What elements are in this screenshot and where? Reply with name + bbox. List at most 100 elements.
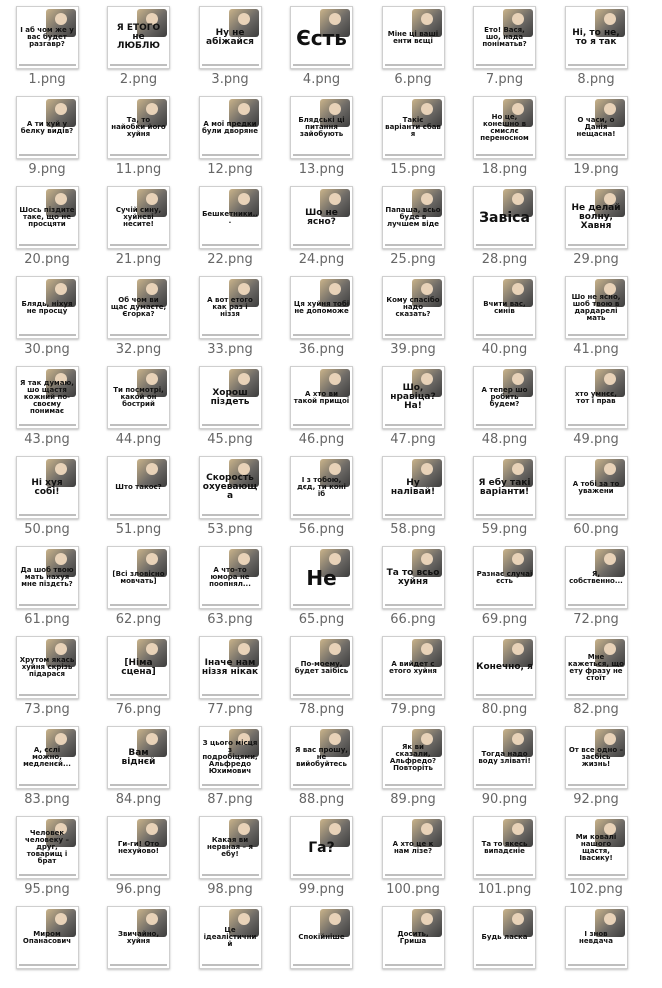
file-item[interactable]: Какая ви нервная – я ебу! 98.png	[190, 810, 270, 898]
file-thumbnail[interactable]: Ця хуйня тобі не допоможе	[290, 276, 353, 339]
file-item[interactable]: Мне кажеться, що ету фразу не стоїт 82.pn…	[556, 630, 636, 718]
file-item[interactable]: Што такоє? 51.png	[99, 450, 179, 538]
file-thumbnail[interactable]: Хрутом якась хуйня скрізь підарася	[15, 636, 79, 699]
file-item[interactable]: От все одно – заєбісь жизнь! 92.png	[556, 720, 636, 808]
file-thumbnail[interactable]: Мне кажеться, що ету фразу не стоїт	[564, 636, 628, 699]
file-item[interactable]: Ну налівай! 58.png	[373, 450, 453, 538]
file-thumbnail[interactable]: Бешкетники...	[198, 186, 262, 249]
file-thumbnail[interactable]: А хто це к нам лізе?	[381, 816, 445, 879]
file-thumbnail[interactable]: Я ебу такі варіанти!	[473, 456, 536, 519]
file-item[interactable]: Кому спасібо надо сказать? 39.png	[373, 270, 453, 358]
file-item[interactable]: Разнає случаї єсть 69.png	[465, 540, 545, 628]
file-item[interactable]: А вот етого как раз і ніззя 33.png	[190, 270, 270, 358]
file-thumbnail[interactable]: Ні, то не, то я так	[564, 6, 628, 69]
file-thumbnail[interactable]: Шо, нравіца? На!	[381, 366, 445, 429]
file-item[interactable]: Ця хуйня тобі не допоможе 36.png	[282, 270, 362, 358]
file-thumbnail[interactable]: Шось піздите таке, що не просцяти	[15, 186, 79, 249]
file-thumbnail[interactable]: Миром Опанасович	[15, 906, 79, 969]
file-item[interactable]: А ти хуй у белку видів? 9.png	[7, 90, 87, 178]
file-thumbnail[interactable]: Ні хуя собі!	[15, 456, 79, 519]
file-item[interactable]: хто умнєє, тот і прав 49.png	[556, 360, 636, 448]
file-item[interactable]: Я так думаю, шо щастя кожний по-своєму п…	[7, 360, 87, 448]
file-item[interactable]: Вам віднєй 84.png	[99, 720, 179, 808]
file-thumbnail[interactable]: Скорость охуевающа	[198, 456, 262, 519]
file-item[interactable]: Спокійніше	[282, 900, 362, 988]
file-thumbnail[interactable]: Ги-ги! Ото нехуйово!	[107, 816, 170, 879]
file-thumbnail[interactable]: Вам віднєй	[107, 726, 170, 789]
file-thumbnail[interactable]: І аб чом же у вас будет разгавр?	[15, 6, 79, 69]
file-thumbnail[interactable]: А вийдет с етого хуйня	[381, 636, 445, 699]
file-thumbnail[interactable]: Я, собственно...	[564, 546, 628, 609]
file-thumbnail[interactable]: Шо не ясно?	[290, 186, 353, 249]
file-item[interactable]: Ну не абіжайся 3.png	[190, 0, 270, 88]
file-item[interactable]: Скорость охуевающа 53.png	[190, 450, 270, 538]
file-item[interactable]: І з тобою, дєд, ти коні їб 56.png	[282, 450, 362, 538]
file-thumbnail[interactable]: Да шоб твою мать нахуя мне піздєть?	[15, 546, 79, 609]
file-thumbnail[interactable]: Сучій сину, хуйневі несите!	[107, 186, 170, 249]
file-item[interactable]: Ето! Вася, шо, нада поніматьв? 7.png	[465, 0, 545, 88]
file-thumbnail[interactable]: Разнає случаї єсть	[473, 546, 536, 609]
file-item[interactable]: Будь ласка	[465, 900, 545, 988]
file-item[interactable]: Бешкетники... 22.png	[190, 180, 270, 268]
file-thumbnail[interactable]: Такіє варіанти єбав я	[381, 96, 445, 159]
file-thumbnail[interactable]: Як ви сказали, Альфредо? Повторіть	[381, 726, 445, 789]
file-item[interactable]: Но це, конешно в смислє переносном 18.png	[465, 90, 545, 178]
file-thumbnail[interactable]: Тогда надо воду зліваті!	[473, 726, 536, 789]
file-thumbnail[interactable]: Ну не абіжайся	[198, 6, 262, 69]
file-item[interactable]: Іначе нам ніззя нікак 77.png	[190, 630, 270, 718]
file-thumbnail[interactable]: А хто ви такой прищої	[290, 366, 353, 429]
file-item[interactable]: [Всі зловісно мовчать] 62.png	[99, 540, 179, 628]
file-item[interactable]: Тогда надо воду зліваті! 90.png	[465, 720, 545, 808]
file-thumbnail[interactable]: Какая ви нервная – я ебу!	[198, 816, 262, 879]
file-item[interactable]: Ні, то не, то я так 8.png	[556, 0, 636, 88]
file-thumbnail[interactable]: А мої предки були дворяне	[198, 96, 262, 159]
file-thumbnail[interactable]: З цього місця з подробіцями, Альфредо Юх…	[198, 726, 262, 789]
file-item[interactable]: Хорош піздеть 45.png	[190, 360, 270, 448]
file-thumbnail[interactable]: Папаша, всьо буде в лучшем віде	[381, 186, 445, 249]
file-item[interactable]: Сучій сину, хуйневі несите! 21.png	[99, 180, 179, 268]
file-item[interactable]: Я ебу такі варіанти! 59.png	[465, 450, 545, 538]
file-item[interactable]: Та то якесь випадєніе 101.png	[465, 810, 545, 898]
file-item[interactable]: А что-то юмора не поопнял... 63.png	[190, 540, 270, 628]
file-item[interactable]: Єсть 4.png	[282, 0, 362, 88]
file-thumbnail[interactable]: А тобі за то уважени	[564, 456, 628, 519]
file-item[interactable]: Шось піздите таке, що не просцяти 20.png	[7, 180, 87, 268]
file-item[interactable]: Вчити вас, синів 40.png	[465, 270, 545, 358]
file-thumbnail[interactable]: Та то якесь випадєніе	[473, 816, 536, 879]
file-thumbnail[interactable]: Га?	[290, 816, 353, 879]
file-item[interactable]: Ні хуя собі! 50.png	[7, 450, 87, 538]
file-thumbnail[interactable]: Іначе нам ніззя нікак	[198, 636, 262, 699]
file-thumbnail[interactable]: Я ЕТОГО не ЛЮБЛЮ	[107, 6, 170, 69]
file-thumbnail[interactable]: Кому спасібо надо сказать?	[381, 276, 445, 339]
file-item[interactable]: Звичайно, хуйня	[99, 900, 179, 988]
file-thumbnail[interactable]: Звичайно, хуйня	[107, 906, 170, 969]
file-item[interactable]: Та, то найобки його хуйня 11.png	[99, 90, 179, 178]
file-thumbnail[interactable]: О часи, о Данія нещасна!	[564, 96, 628, 159]
file-item[interactable]: Да шоб твою мать нахуя мне піздєть? 61.pn…	[7, 540, 87, 628]
file-item[interactable]: Ти посмотрі, какой он бострий 44.png	[99, 360, 179, 448]
file-item[interactable]: Папаша, всьо буде в лучшем віде 25.png	[373, 180, 453, 268]
file-thumbnail[interactable]: Завіса	[473, 186, 536, 249]
file-thumbnail[interactable]: Я вас прошу, не вийобуйтесь	[290, 726, 353, 789]
file-thumbnail[interactable]: По-моему, будет заїбісь	[290, 636, 353, 699]
file-thumbnail[interactable]: хто умнєє, тот і прав	[564, 366, 628, 429]
file-thumbnail[interactable]: Человек человеку – друг, товарищ і брат	[15, 816, 79, 879]
file-item[interactable]: Не 65.png	[282, 540, 362, 628]
file-thumbnail[interactable]: [Німа сцена]	[107, 636, 170, 699]
file-thumbnail[interactable]: Я так думаю, шо щастя кожний по-своєму п…	[15, 366, 79, 429]
file-thumbnail[interactable]: Досить, Гриша	[381, 906, 445, 969]
file-item[interactable]: По-моему, будет заїбісь 78.png	[282, 630, 362, 718]
file-thumbnail[interactable]: І з тобою, дєд, ти коні їб	[290, 456, 353, 519]
file-item[interactable]: Я вас прошу, не вийобуйтесь 88.png	[282, 720, 362, 808]
file-item[interactable]: А хто це к нам лізе? 100.png	[373, 810, 453, 898]
file-thumbnail[interactable]: І знов невдача	[564, 906, 628, 969]
file-thumbnail[interactable]: Ето! Вася, шо, нада поніматьв?	[473, 6, 536, 69]
file-thumbnail[interactable]: Та то всьо хуйня	[381, 546, 445, 609]
file-item[interactable]: І аб чом же у вас будет разгавр? 1.png	[7, 0, 87, 88]
file-item[interactable]: Досить, Гриша	[373, 900, 453, 988]
file-item[interactable]: Шо не ясно, шоб твою в дардарелі мать 41.…	[556, 270, 636, 358]
file-thumbnail[interactable]: А тепер шо робить будем?	[473, 366, 536, 429]
file-item[interactable]: Міне ці ваші енти вєщі 6.png	[373, 0, 453, 88]
file-item[interactable]: Блядь, ніхуя не просцу 30.png	[7, 270, 87, 358]
file-thumbnail[interactable]: Но це, конешно в смислє переносном	[473, 96, 536, 159]
